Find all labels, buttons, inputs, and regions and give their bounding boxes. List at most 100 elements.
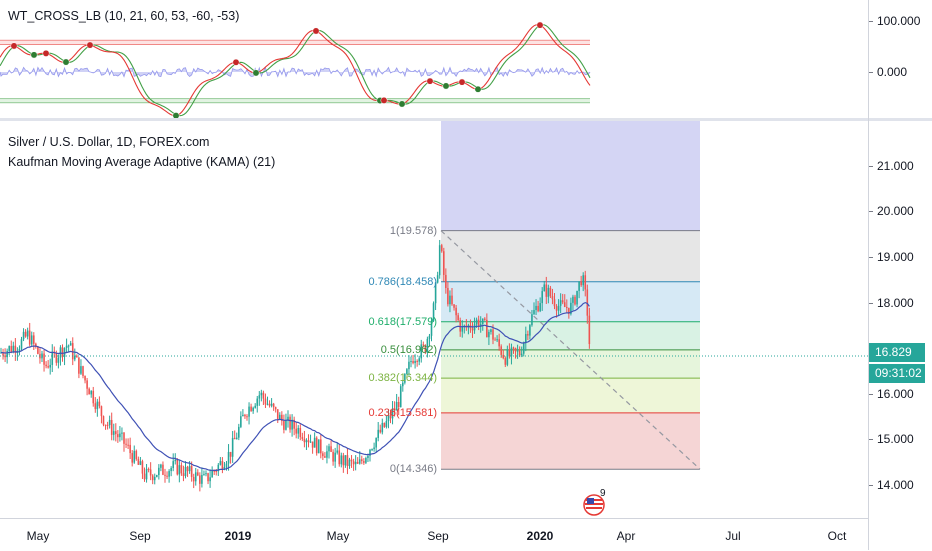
candle-body (588, 315, 591, 345)
economic-event-marker[interactable]: 9 (583, 488, 609, 516)
indicator-legend[interactable]: Kaufman Moving Average Adaptive (KAMA) (… (8, 155, 276, 169)
candle-body (281, 414, 283, 422)
cross-dot (172, 112, 180, 118)
oscillator-price-scale[interactable]: 100.000 0.000 (869, 0, 932, 118)
candle-body (361, 459, 363, 462)
candle-body (449, 295, 451, 305)
candle-body (531, 314, 533, 326)
candle-body (354, 461, 357, 465)
candle-body (88, 388, 90, 395)
candle-body (514, 348, 517, 352)
candle-body (69, 343, 72, 346)
candle-body (397, 402, 400, 408)
candle-body (129, 444, 131, 454)
candle-body (80, 366, 82, 374)
oscillator-plot (0, 21, 591, 118)
fib-zone (441, 412, 700, 470)
candle-body (246, 416, 248, 418)
candle-body (377, 429, 379, 438)
candle-body (535, 305, 537, 311)
oscillator-pane[interactable]: WT_CROSS_LB (10, 21, 60, 53, -60, -53) (0, 0, 868, 118)
candle-body (211, 470, 213, 478)
candle-body (440, 245, 443, 252)
candle-body (194, 472, 197, 482)
time-label: May (326, 529, 350, 543)
candle-body (484, 318, 486, 320)
candle-body (4, 355, 6, 358)
candle-body (291, 419, 293, 430)
candle-body (557, 305, 560, 311)
candle-body (402, 382, 404, 387)
candle-body (287, 416, 289, 420)
candle-body (426, 338, 429, 353)
candle-body (496, 339, 498, 341)
pane-separator[interactable] (0, 118, 932, 121)
cross-dot (458, 78, 466, 86)
fib-zone (441, 230, 700, 282)
oscillator-legend[interactable]: WT_CROSS_LB (10, 21, 60, 53, -60, -53) (8, 9, 240, 23)
candle-body (94, 403, 97, 410)
candle-body (233, 437, 236, 440)
candle-body (305, 440, 308, 443)
scale-label: 15.000 (877, 432, 914, 447)
candle-body (49, 364, 51, 368)
candle-body (131, 453, 133, 463)
candle-body (240, 416, 242, 427)
cross-dot (86, 41, 94, 49)
candle-body (201, 474, 203, 484)
candle-body (147, 468, 150, 470)
candle-body (192, 476, 195, 482)
cross-dot (30, 51, 38, 59)
candle-body (387, 415, 390, 422)
candle-body (6, 350, 8, 358)
candle-body (74, 355, 76, 360)
candle-body (422, 344, 425, 346)
fib-level-label: 0.5(16.962) (380, 343, 437, 356)
cross-dot (398, 100, 406, 108)
symbol-legend[interactable]: Silver / U.S. Dollar, 1D, FOREX.com (8, 135, 210, 149)
candle-body (61, 347, 64, 357)
candle-body (158, 467, 160, 475)
candle-body (311, 441, 314, 448)
candle-body (459, 320, 461, 332)
main-price-scale[interactable]: 21.00020.00019.00018.00017.00016.00015.0… (869, 121, 932, 518)
candle-body (414, 360, 416, 364)
fib-zone (441, 321, 700, 350)
price-pane[interactable]: Silver / U.S. Dollar, 1D, FOREX.com Kauf… (0, 121, 868, 518)
candle-body (65, 345, 68, 348)
candle-body (391, 408, 394, 419)
candle-body (235, 437, 238, 440)
fib-level-label: 0(14.346) (389, 463, 437, 476)
candle-body (276, 409, 279, 420)
fib-extension-zone (441, 121, 700, 231)
candle-body (264, 398, 267, 405)
candle-body (533, 310, 535, 315)
candle-body (262, 392, 265, 399)
candle-body (90, 390, 92, 395)
candle-body (256, 398, 259, 406)
candle-body (170, 468, 172, 472)
time-label: May (26, 529, 50, 543)
candle-body (352, 461, 355, 465)
candle-body (475, 319, 478, 325)
candle-body (434, 282, 437, 304)
candle-body (486, 319, 488, 338)
candle-body (143, 473, 146, 480)
candle-body (115, 431, 117, 435)
scale-tick (869, 165, 873, 167)
candle-body (379, 429, 382, 433)
us-flag-icon (583, 494, 605, 516)
candle-body (174, 459, 177, 462)
price-plot (0, 121, 868, 492)
time-axis[interactable]: May Sep 2019 May Sep 2020 Apr Jul Oct (0, 518, 868, 551)
candle-body (45, 364, 47, 367)
candle-body (283, 421, 285, 430)
candle-body (447, 288, 449, 305)
candle-body (55, 353, 58, 363)
candle-body (385, 421, 388, 427)
candle-body (242, 414, 244, 417)
candle-body (404, 373, 406, 383)
candle-body (258, 395, 261, 399)
candle-body (139, 461, 142, 465)
candle-body (543, 284, 546, 292)
